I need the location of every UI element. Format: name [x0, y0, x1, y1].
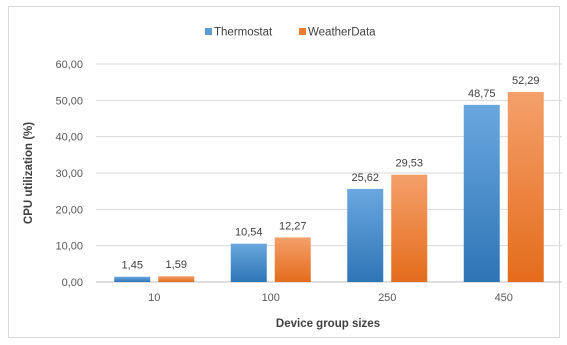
data-label: 1,45 — [122, 260, 143, 272]
bar-thermostat-450 — [463, 104, 500, 282]
bar-thermostat-100 — [230, 243, 267, 282]
data-label: 10,54 — [235, 227, 263, 239]
x-tick-label: 250 — [378, 292, 396, 304]
y-tick-label: 50,00 — [55, 95, 83, 107]
y-axis-ticks: 0,00 10,00 20,00 30,00 40,00 50,00 60,00 — [55, 59, 83, 289]
x-tick-label: 10 — [148, 292, 160, 304]
y-tick-label: 10,00 — [55, 241, 83, 253]
y-tick-label: 60,00 — [55, 59, 83, 71]
bar-weatherdata-450 — [507, 92, 544, 282]
y-tick-label: 0,00 — [62, 277, 83, 289]
legend: Thermostat WeatherData — [205, 27, 376, 39]
legend-swatch-weatherdata — [299, 28, 306, 35]
legend-swatch-thermostat — [205, 28, 212, 35]
legend-label-weatherdata: WeatherData — [308, 27, 376, 39]
data-label: 29,53 — [395, 158, 423, 170]
bar-weatherdata-100 — [274, 237, 311, 282]
y-axis-title: CPU utilization (%) — [23, 122, 35, 224]
bar-thermostat-10 — [114, 276, 151, 282]
data-label: 12,27 — [279, 220, 307, 232]
data-labels: 1,45 1,59 10,54 12,27 25,62 29,53 48,75 52,29 — [122, 75, 540, 272]
legend-label-thermostat: Thermostat — [214, 27, 273, 39]
data-label: 1,59 — [166, 259, 187, 271]
bar-weatherdata-250 — [391, 174, 428, 282]
bar-thermostat-250 — [347, 188, 384, 282]
x-axis-ticks: 10 100 250 450 — [148, 292, 513, 304]
data-label: 48,75 — [468, 88, 496, 100]
y-tick-label: 20,00 — [55, 204, 83, 216]
data-label: 52,29 — [512, 75, 540, 87]
x-tick-label: 100 — [262, 292, 280, 304]
x-tick-label: 450 — [495, 292, 513, 304]
y-tick-label: 30,00 — [55, 168, 83, 180]
bar-weatherdata-10 — [158, 276, 195, 282]
bars — [114, 92, 544, 282]
data-label: 25,62 — [351, 172, 379, 184]
x-axis-title: Device group sizes — [276, 318, 380, 330]
y-tick-label: 40,00 — [55, 132, 83, 144]
